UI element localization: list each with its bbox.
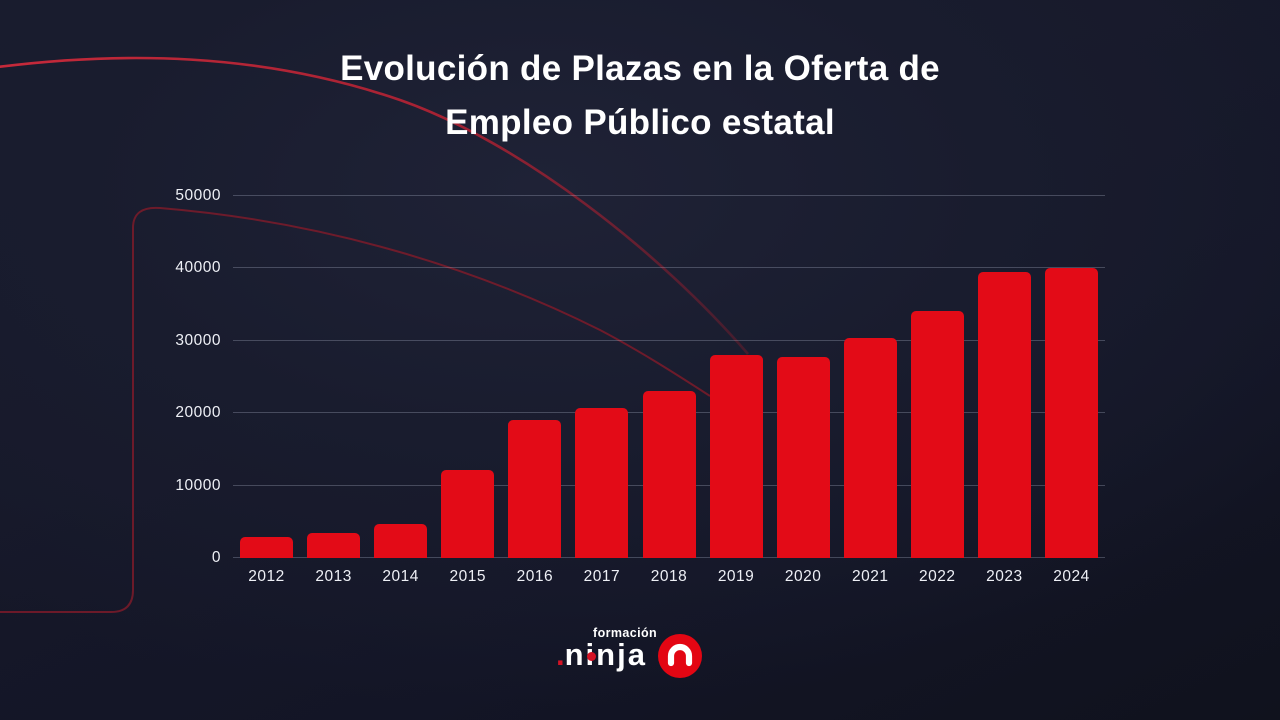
brand-dot: . — [556, 637, 565, 672]
bar-2017 — [575, 408, 629, 558]
brand-logo-text: formación .ninja — [556, 626, 657, 676]
brand-logo: formación .ninja — [556, 626, 703, 679]
x-axis-label-2015: 2015 — [449, 568, 486, 585]
bar-2018 — [642, 391, 696, 558]
gridline-50000 — [233, 195, 1105, 196]
y-axis-label-10000: 10000 — [175, 476, 221, 494]
bar-2024 — [1044, 267, 1098, 558]
bar-2016 — [508, 420, 562, 558]
x-axis-label-2019: 2019 — [717, 568, 755, 585]
x-axis-label-2022: 2022 — [919, 568, 956, 585]
page-title: Evolución de Plazas en la Oferta de Empl… — [0, 42, 1280, 150]
x-axis-label-2021: 2021 — [851, 568, 889, 585]
x-axis-label-2014: 2014 — [382, 568, 419, 585]
bar-2021 — [843, 337, 897, 558]
bar-2014 — [374, 523, 428, 558]
y-axis-label-50000: 50000 — [175, 187, 221, 204]
gridline-40000 — [233, 267, 1105, 269]
bar-2022 — [910, 311, 964, 558]
x-axis-label-2023: 2023 — [986, 568, 1023, 585]
page-title-line2: Empleo Público estatal — [445, 103, 835, 142]
brand-upper-label: formación — [593, 626, 658, 640]
bar-2015 — [441, 470, 495, 558]
x-axis-label-2020: 2020 — [784, 568, 822, 585]
x-axis-label-2012: 2012 — [248, 568, 285, 585]
page-title-line1: Evolución de Plazas en la Oferta de — [340, 49, 940, 88]
x-axis-label-2013: 2013 — [315, 568, 352, 585]
bar-chart-plot-area: 0 10000 20000 30000 40000 50000 2012 2013 2014 20… — [175, 187, 1105, 585]
bar-2019 — [709, 355, 763, 558]
gridline-30000 — [233, 339, 1105, 341]
brand-i-dot — [587, 652, 596, 661]
bar-2023 — [977, 272, 1031, 558]
y-axis-label-0: 0 — [211, 549, 221, 566]
bar-2013 — [307, 533, 361, 558]
x-axis-label-2017: 2017 — [583, 568, 621, 585]
y-axis-label-20000: 20000 — [175, 404, 221, 422]
bar-2012 — [240, 537, 294, 558]
x-axis-label-2018: 2018 — [650, 568, 688, 585]
bar-2020 — [776, 356, 830, 558]
y-axis-label-40000: 40000 — [175, 259, 221, 277]
y-axis-label-30000: 30000 — [175, 331, 221, 349]
x-axis-label-2024: 2024 — [1053, 568, 1090, 585]
x-axis-label-2016: 2016 — [516, 568, 554, 585]
brand-word: ninja — [564, 637, 647, 672]
ninja-n-icon — [657, 634, 702, 678]
